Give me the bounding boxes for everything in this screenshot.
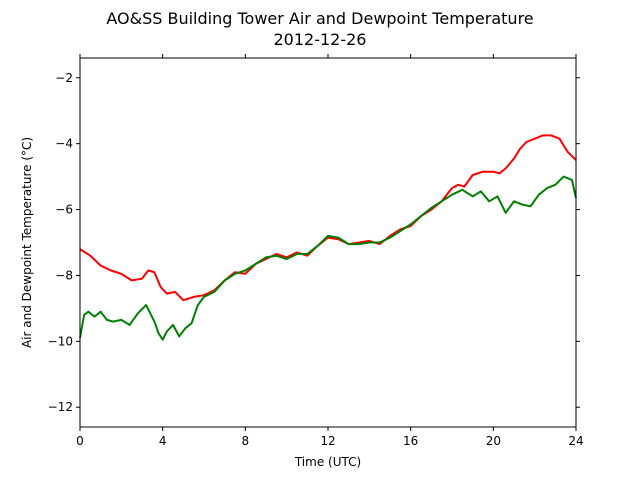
series-line-0 [79, 134, 577, 302]
ticks-layer: 0 4 8 12 16 20 24 −2 −4 −6 −8 −10 −12 [48, 54, 584, 448]
chart-subtitle: 2012-12-26 [274, 30, 367, 49]
chart-title: AO&SS Building Tower Air and Dewpoint Te… [106, 9, 533, 28]
y-tick-label: −6 [55, 203, 73, 217]
x-tick-label: 20 [486, 434, 501, 448]
series-line-1 [79, 175, 577, 341]
y-tick-label: −10 [48, 334, 73, 348]
y-tick-label: −8 [55, 268, 73, 282]
x-tick-label: 24 [568, 434, 583, 448]
y-tick-label: −2 [55, 71, 73, 85]
x-tick-label: 12 [320, 434, 335, 448]
y-tick-label: −12 [48, 400, 73, 414]
x-tick-label: 8 [242, 434, 250, 448]
y-tick-label: −4 [55, 137, 73, 151]
x-tick-label: 4 [159, 434, 167, 448]
x-tick-label: 16 [403, 434, 418, 448]
x-tick-label: 0 [76, 434, 84, 448]
series-layer [79, 134, 577, 341]
plot-frame [79, 57, 577, 428]
x-axis-label: Time (UTC) [294, 455, 361, 469]
y-axis-label: Air and Dewpoint Temperature (°C) [20, 137, 34, 348]
